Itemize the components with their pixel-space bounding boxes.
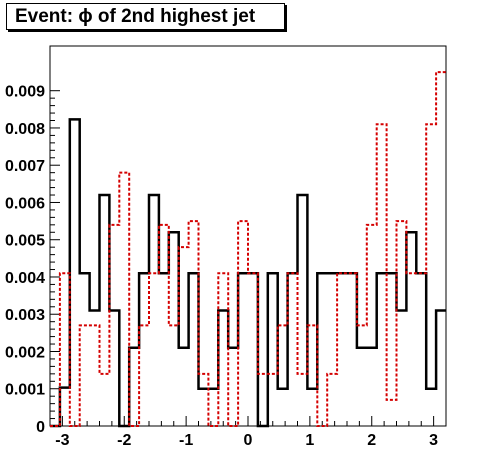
y-tick-label: 0.001 — [5, 382, 45, 399]
y-axis: 0 0.001 0.002 0.003 0.004 0.005 0.006 0.007 0.00… — [5, 84, 60, 436]
x-tick-label: 2 — [367, 432, 376, 449]
x-tick-label: -2 — [117, 432, 131, 449]
x-tick-label: 3 — [429, 432, 438, 449]
x-tick-label: 1 — [305, 432, 314, 449]
y-tick-label: 0.009 — [5, 84, 45, 101]
x-axis: -3 -2 -1 0 1 2 3 — [49, 416, 447, 449]
y-tick-label: 0.007 — [5, 158, 45, 175]
chart-title: Event: ϕ of 2nd highest jet — [6, 3, 285, 30]
y-tick-label: 0.008 — [5, 121, 45, 138]
y-tick-label: 0.004 — [5, 270, 45, 287]
y-tick-label: 0.005 — [5, 233, 45, 250]
y-tick-label: 0.003 — [5, 307, 45, 324]
series-red-dashed-line — [50, 71, 446, 427]
series-group — [50, 71, 446, 428]
y-tick-label: 0 — [36, 419, 45, 436]
x-tick-label: 0 — [244, 432, 253, 449]
y-tick-label: 0.002 — [5, 344, 45, 361]
x-tick-label: -1 — [179, 432, 193, 449]
y-tick-label: 0.006 — [5, 195, 45, 212]
x-tick-label: -3 — [55, 432, 69, 449]
